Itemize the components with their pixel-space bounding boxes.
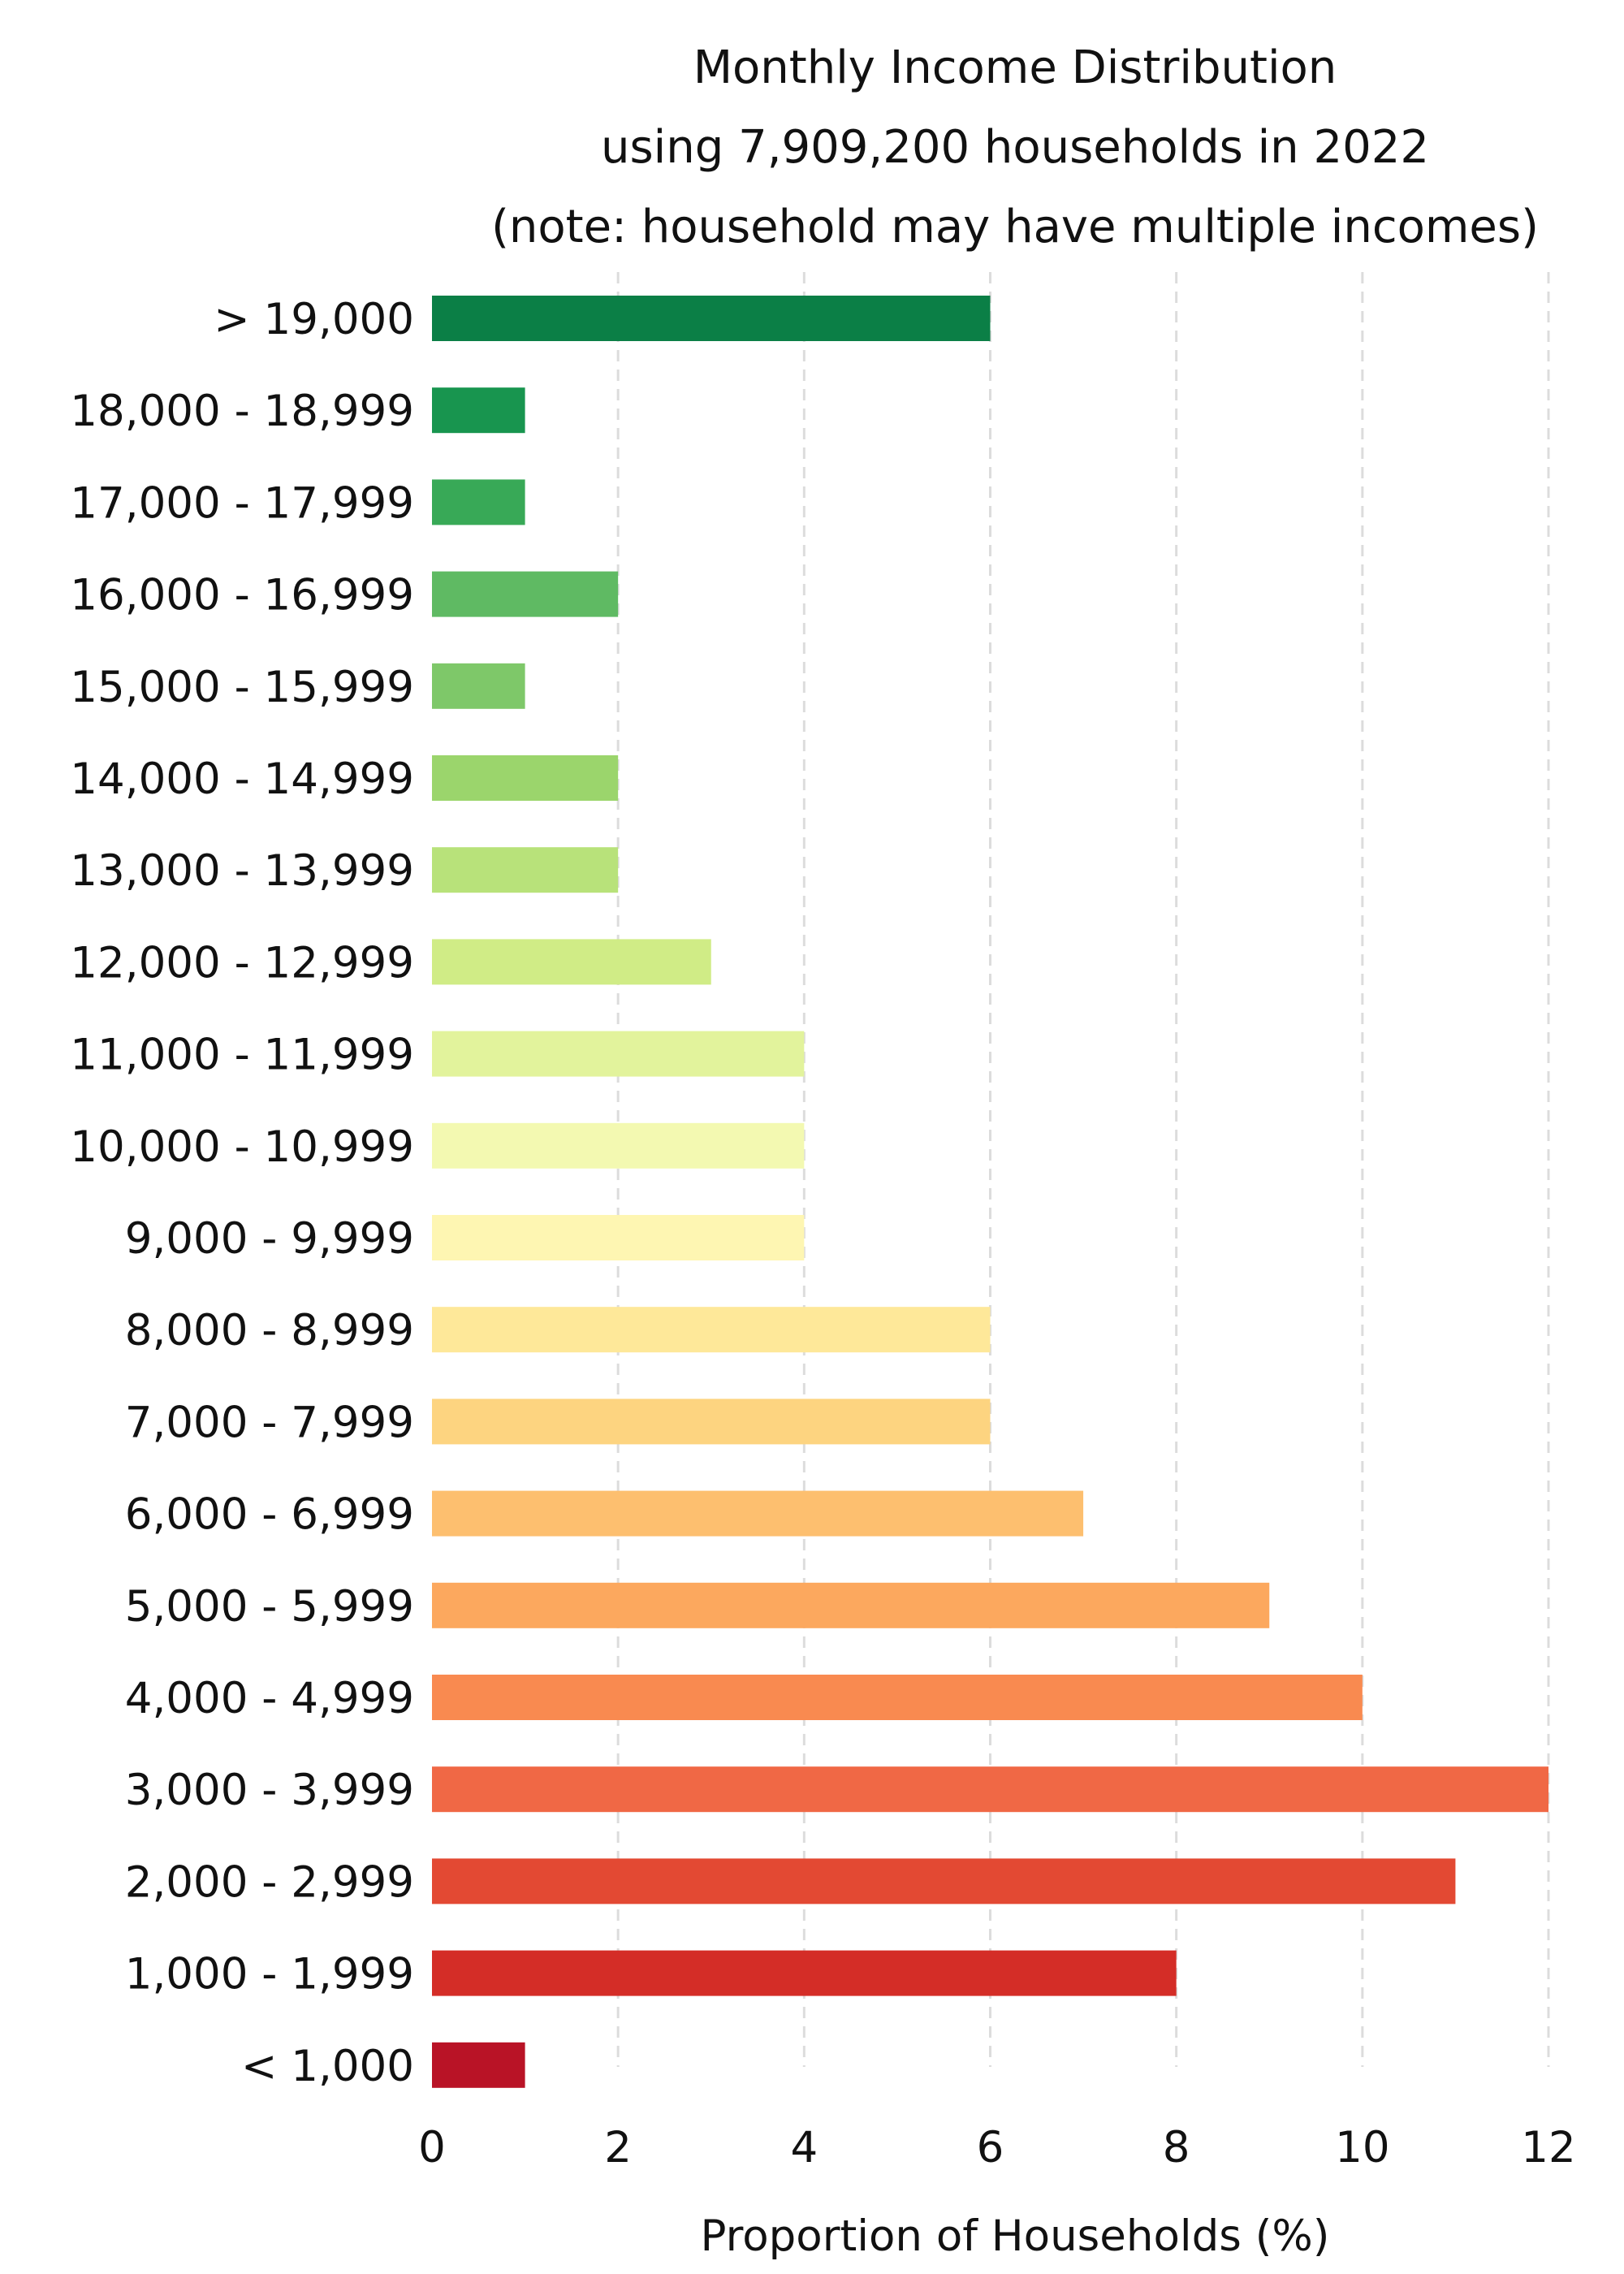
bar-5 [432,755,619,801]
bar-19 [432,2042,525,2088]
bar-7 [432,939,711,985]
x-tick-label-2: 4 [790,2123,818,2172]
bar-9 [432,1122,805,1169]
bar-3 [432,571,619,617]
bar-8 [432,1031,805,1077]
chart-title: Monthly Income Distribution using 7,909,… [491,41,1539,253]
y-tick-label-8: 11,000 - 11,999 [70,1031,414,1080]
y-axis-tick-labels: > 19,000 18,000 - 18,999 17,000 - 17,999 16… [70,295,414,2091]
y-tick-label-0: > 19,000 [214,295,414,344]
y-tick-label-13: 6,000 - 6,999 [125,1490,414,1540]
y-tick-label-19: < 1,000 [241,2042,414,2091]
bar-4 [432,663,525,709]
y-tick-label-4: 15,000 - 15,999 [70,663,414,712]
bar-17 [432,1858,1456,1904]
x-tick-label-0: 0 [418,2123,446,2172]
y-tick-label-5: 14,000 - 14,999 [70,754,414,804]
y-tick-label-9: 10,000 - 10,999 [70,1122,414,1172]
x-tick-label-4: 8 [1163,2123,1190,2172]
y-tick-label-15: 4,000 - 4,999 [125,1674,414,1723]
bar-1 [432,387,525,434]
bar-14 [432,1582,1270,1628]
bar-15 [432,1675,1363,1720]
chart-title-line-1: Monthly Income Distribution [693,41,1337,94]
bar-6 [432,847,619,893]
y-tick-label-10: 9,000 - 9,999 [125,1214,414,1264]
y-tick-label-12: 7,000 - 7,999 [125,1398,414,1447]
bar-12 [432,1399,991,1445]
y-tick-label-6: 13,000 - 13,999 [70,846,414,896]
bar-13 [432,1490,1084,1537]
bar-16 [432,1766,1548,1813]
bar-2 [432,479,525,525]
y-tick-label-2: 17,000 - 17,999 [70,478,414,528]
y-tick-label-17: 2,000 - 2,999 [125,1857,414,1907]
y-tick-label-3: 16,000 - 16,999 [70,571,414,620]
y-tick-label-1: 18,000 - 18,999 [70,387,414,436]
x-axis-label: Proportion of Households (%) [701,2211,1330,2261]
y-tick-label-11: 8,000 - 8,999 [125,1306,414,1355]
y-tick-label-18: 1,000 - 1,999 [125,1950,414,1999]
chart-title-line-3: (note: household may have multiple incom… [491,201,1539,253]
x-tick-label-1: 2 [604,2123,632,2172]
y-tick-label-16: 3,000 - 3,999 [125,1766,414,1815]
chart-title-line-2: using 7,909,200 households in 2022 [601,121,1429,174]
y-tick-label-7: 12,000 - 12,999 [70,938,414,988]
x-tick-label-6: 12 [1521,2123,1575,2172]
y-tick-label-14: 5,000 - 5,999 [125,1582,414,1632]
bars [432,296,1548,2088]
x-axis-tick-labels: 0 2 4 6 8 10 12 [418,2123,1576,2172]
x-tick-label-3: 6 [977,2123,1004,2172]
bar-11 [432,1307,991,1353]
bar-10 [432,1215,805,1260]
bar-0 [432,296,991,341]
bar-18 [432,1950,1177,1996]
x-tick-label-5: 10 [1335,2123,1389,2172]
grid-lines [616,272,1550,2067]
